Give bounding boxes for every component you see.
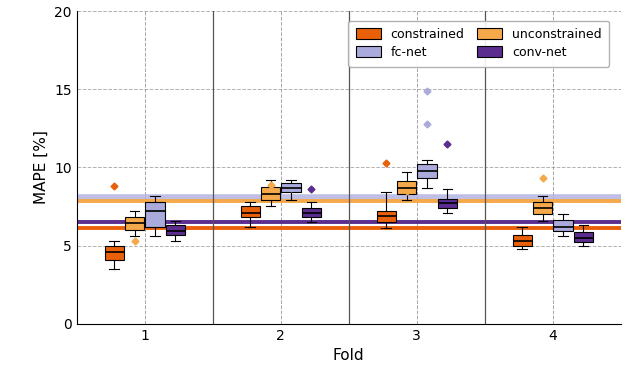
PathPatch shape (302, 208, 321, 217)
PathPatch shape (438, 199, 457, 208)
PathPatch shape (241, 206, 260, 217)
Legend: constrained, fc-net, unconstrained, conv-net: constrained, fc-net, unconstrained, conv… (348, 20, 609, 67)
PathPatch shape (397, 182, 416, 194)
PathPatch shape (145, 202, 164, 227)
PathPatch shape (282, 183, 301, 192)
PathPatch shape (377, 211, 396, 222)
Y-axis label: MAPE [%]: MAPE [%] (34, 131, 49, 204)
PathPatch shape (554, 220, 573, 231)
X-axis label: Fold: Fold (333, 348, 365, 363)
PathPatch shape (125, 217, 144, 230)
PathPatch shape (533, 202, 552, 214)
PathPatch shape (574, 232, 593, 242)
PathPatch shape (417, 164, 436, 178)
PathPatch shape (513, 235, 532, 246)
PathPatch shape (166, 225, 185, 235)
PathPatch shape (261, 187, 280, 200)
PathPatch shape (105, 246, 124, 260)
